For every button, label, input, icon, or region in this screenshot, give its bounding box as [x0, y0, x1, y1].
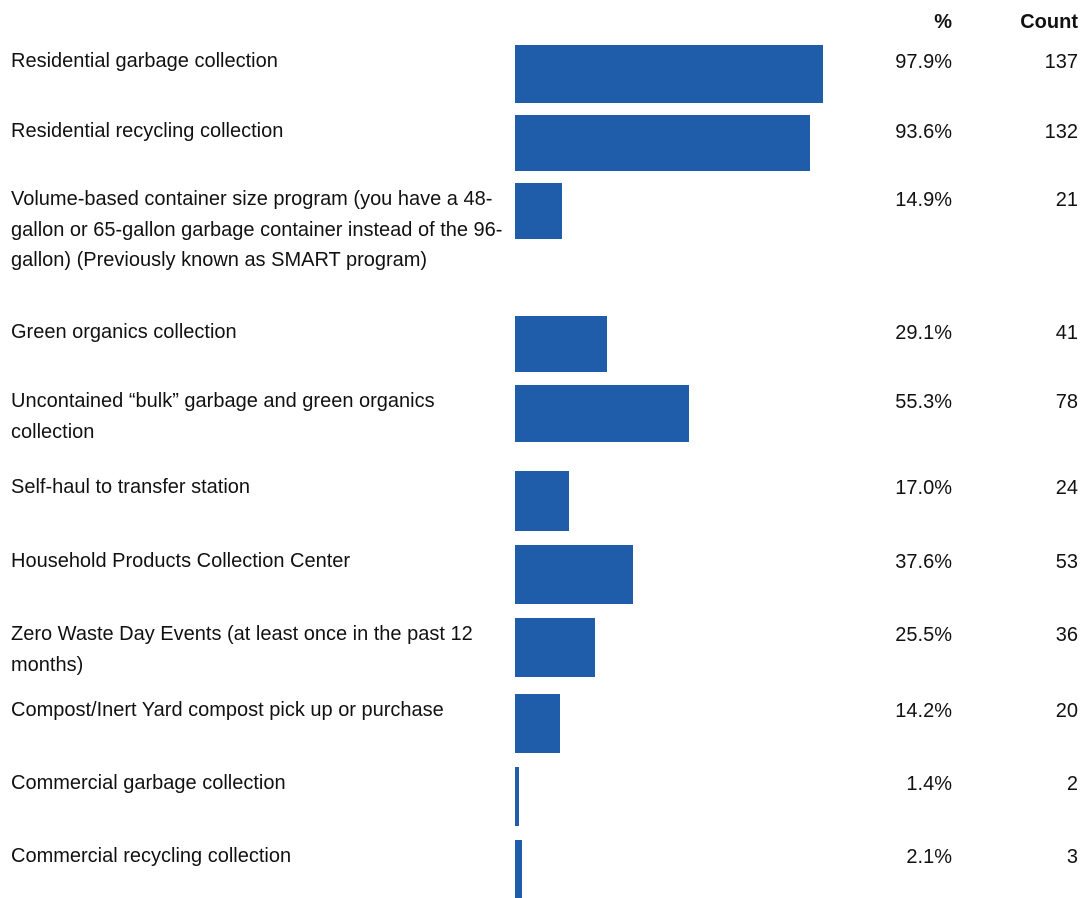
count-value-label: 36 — [1055, 624, 1078, 646]
count-value-label: 137 — [1044, 51, 1078, 73]
bar — [515, 767, 520, 826]
count-value-label: 78 — [1055, 391, 1078, 413]
percent-value-label: 37.6% — [895, 551, 952, 573]
percent-column-header: % — [934, 11, 952, 33]
bar — [515, 385, 690, 442]
category-label: Household Products Collection Center — [11, 550, 351, 572]
category-label: Residential recycling collection — [11, 120, 284, 142]
percent-value-label: 55.3% — [895, 391, 952, 413]
count-value-label: 20 — [1055, 700, 1078, 722]
percent-value-label: 97.9% — [895, 51, 952, 73]
percent-value-label: 14.2% — [895, 700, 952, 722]
count-value-label: 132 — [1044, 121, 1078, 143]
count-column-header: Count — [1020, 11, 1078, 33]
percent-value-label: 2.1% — [906, 846, 952, 868]
bar — [515, 316, 607, 372]
count-value-label: 41 — [1055, 322, 1078, 344]
count-value-label: 3 — [1066, 846, 1078, 868]
category-label: Commercial garbage collection — [11, 772, 286, 794]
category-label: Commercial recycling collection — [11, 845, 292, 867]
category-label: Self-haul to transfer station — [11, 476, 251, 498]
bar — [515, 545, 634, 604]
category-label: Green organics collection — [11, 321, 237, 343]
category-label: Residential garbage collection — [11, 50, 278, 72]
percent-value-label: 25.5% — [895, 624, 952, 646]
category-label: Zero Waste Day Events (at least once in … — [11, 623, 473, 676]
category-label: Volume-based container size program (you… — [11, 188, 503, 271]
category-label: Compost/Inert Yard compost pick up or pu… — [11, 699, 444, 721]
count-value-label: 24 — [1055, 477, 1078, 499]
count-value-label: 53 — [1055, 551, 1078, 573]
percent-value-label: 1.4% — [906, 773, 952, 795]
bar — [515, 840, 522, 898]
bar — [515, 45, 824, 103]
bar — [515, 183, 562, 239]
percent-value-label: 14.9% — [895, 189, 952, 211]
percent-value-label: 93.6% — [895, 121, 952, 143]
count-value-label: 21 — [1055, 189, 1078, 211]
bar — [515, 694, 560, 753]
bar — [515, 618, 596, 677]
bar — [515, 115, 810, 171]
percent-value-label: 29.1% — [895, 322, 952, 344]
bar — [515, 471, 569, 531]
category-label: Uncontained “bulk” garbage and green org… — [11, 390, 435, 443]
percent-value-label: 17.0% — [895, 477, 952, 499]
count-value-label: 2 — [1066, 773, 1078, 795]
